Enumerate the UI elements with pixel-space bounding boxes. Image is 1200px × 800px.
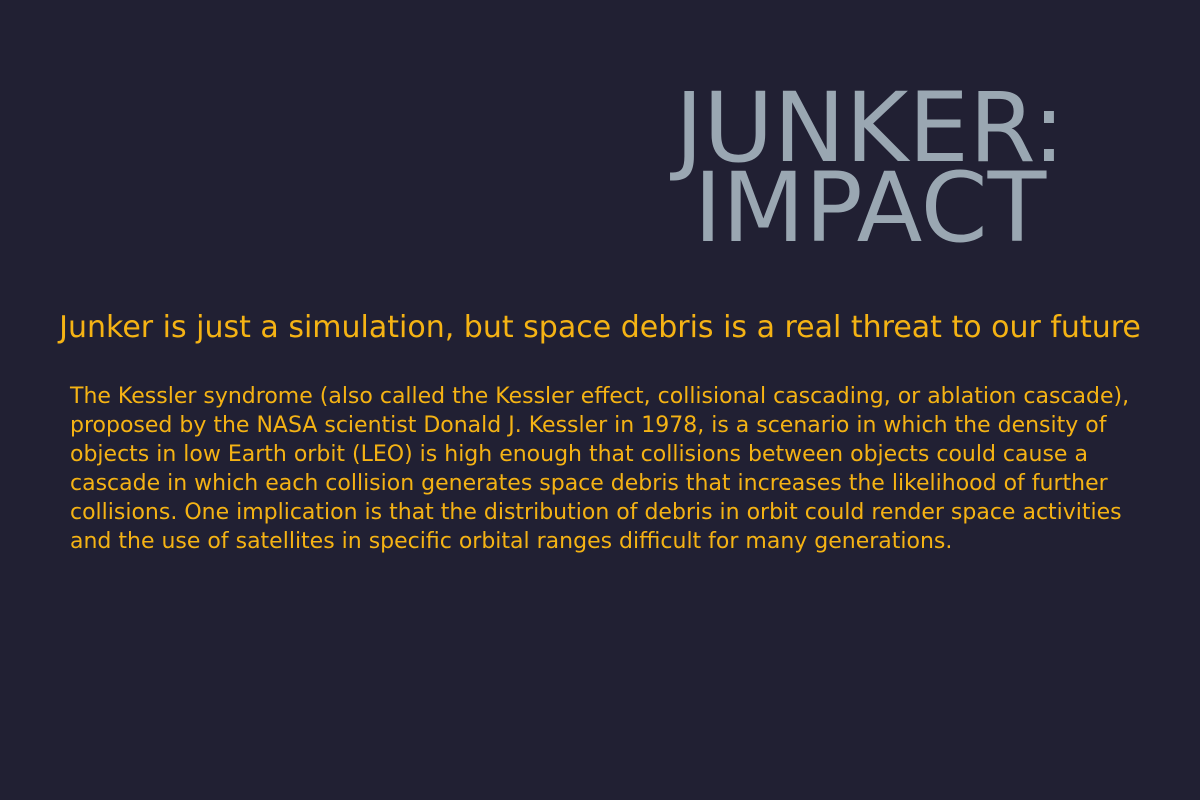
kessler-description: The Kessler syndrome (also called the Ke… [70, 384, 1130, 554]
game-title-line-1: JUNKER: [674, 72, 1066, 184]
tagline: Junker is just a simulation, but space d… [59, 310, 1141, 345]
game-title-line-2: IMPACT [693, 152, 1047, 264]
game-title: JUNKER: IMPACT [660, 72, 1080, 264]
